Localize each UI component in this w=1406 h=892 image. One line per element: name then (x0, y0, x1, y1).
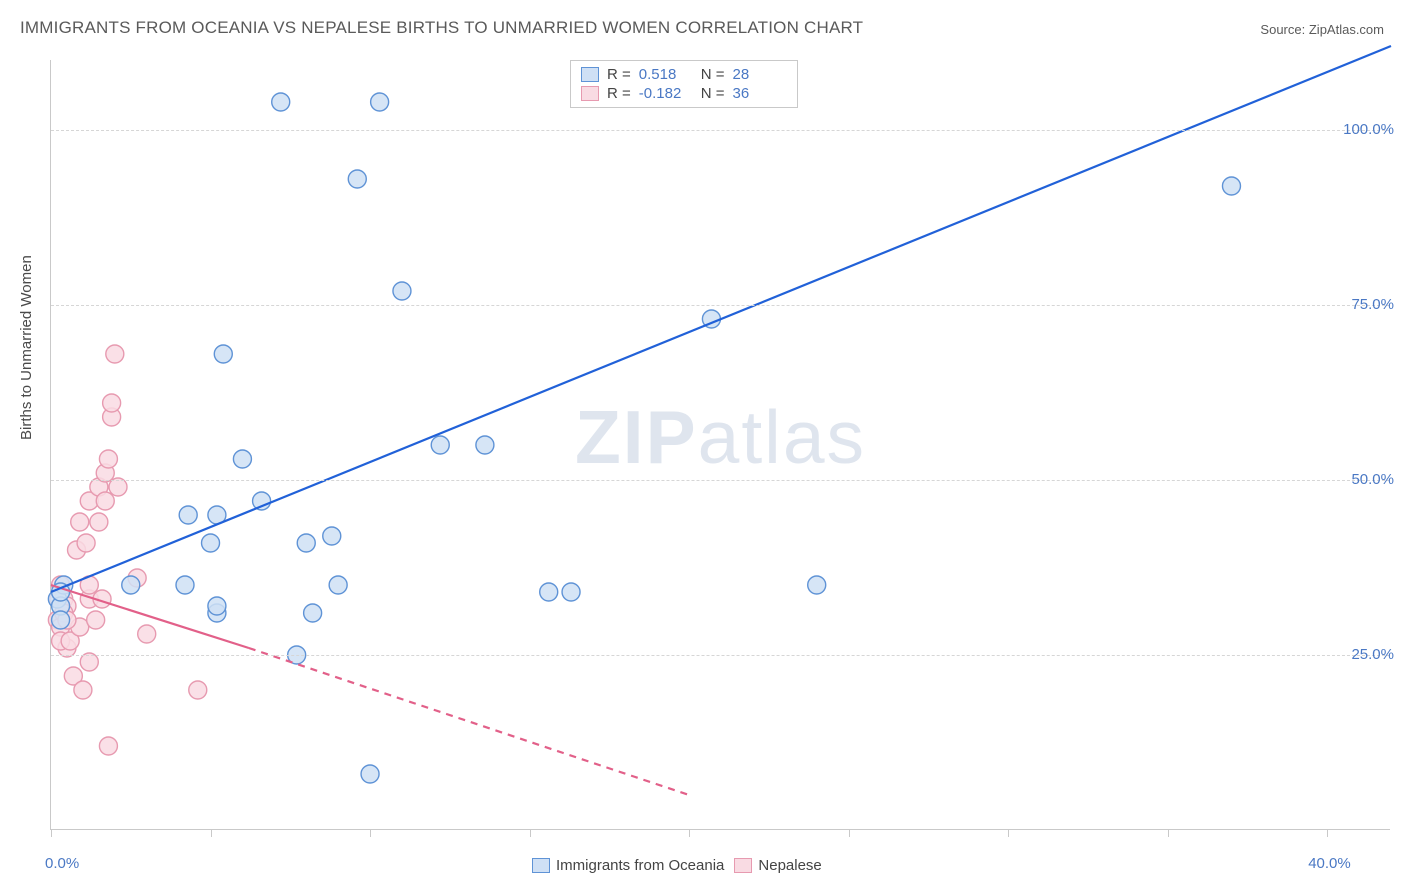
y-tick-label: 100.0% (1343, 121, 1394, 138)
data-point (202, 534, 220, 552)
data-point (99, 450, 117, 468)
data-point (348, 170, 366, 188)
correlation-legend: R = 0.518 N = 28 R = -0.182 N = 36 (570, 60, 798, 108)
y-tick-label: 25.0% (1351, 646, 1394, 663)
gridline-horizontal (51, 305, 1390, 306)
data-point (99, 737, 117, 755)
data-point (52, 611, 70, 629)
data-point (808, 576, 826, 594)
legend-label: Nepalese (758, 857, 821, 874)
legend-swatch-blue (581, 67, 599, 82)
legend-r-value: -0.182 (639, 85, 693, 102)
legend-r-value: 0.518 (639, 66, 693, 83)
series-legend: Immigrants from Oceania Nepalese (532, 857, 822, 874)
data-point (90, 513, 108, 531)
chart-plot-area: ZIPatlas (50, 60, 1390, 830)
source-attribution: Source: ZipAtlas.com (1260, 22, 1384, 37)
data-point (214, 345, 232, 363)
y-tick-label: 50.0% (1351, 471, 1394, 488)
data-point (393, 282, 411, 300)
data-point (138, 625, 156, 643)
legend-n-label: N = (701, 66, 725, 83)
trend-line (51, 46, 1391, 592)
chart-svg (51, 60, 1390, 829)
x-tick (1008, 829, 1009, 837)
legend-item: Immigrants from Oceania (532, 857, 724, 874)
source-label: Source: (1260, 22, 1305, 37)
x-tick (1327, 829, 1328, 837)
data-point (562, 583, 580, 601)
y-tick-label: 75.0% (1351, 296, 1394, 313)
y-axis-label: Births to Unmarried Women (18, 255, 35, 440)
data-point (476, 436, 494, 454)
data-point (74, 681, 92, 699)
gridline-horizontal (51, 130, 1390, 131)
data-point (189, 681, 207, 699)
legend-row: R = 0.518 N = 28 (579, 65, 789, 84)
legend-n-value: 36 (733, 85, 787, 102)
x-tick (849, 829, 850, 837)
data-point (323, 527, 341, 545)
data-point (71, 513, 89, 531)
x-tick (689, 829, 690, 837)
gridline-horizontal (51, 655, 1390, 656)
x-tick (1168, 829, 1169, 837)
legend-r-label: R = (607, 85, 631, 102)
x-tick (370, 829, 371, 837)
data-point (297, 534, 315, 552)
data-point (431, 436, 449, 454)
data-point (304, 604, 322, 622)
data-point (272, 93, 290, 111)
source-value: ZipAtlas.com (1309, 22, 1384, 37)
x-tick (530, 829, 531, 837)
legend-swatch-pink (581, 86, 599, 101)
x-tick (51, 829, 52, 837)
x-tick (211, 829, 212, 837)
data-point (122, 576, 140, 594)
data-point (96, 492, 114, 510)
legend-n-label: N = (701, 85, 725, 102)
legend-n-value: 28 (733, 66, 787, 83)
data-point (77, 534, 95, 552)
data-point (87, 611, 105, 629)
data-point (329, 576, 347, 594)
gridline-horizontal (51, 480, 1390, 481)
legend-swatch-pink (734, 858, 752, 873)
data-point (361, 765, 379, 783)
page-title: IMMIGRANTS FROM OCEANIA VS NEPALESE BIRT… (20, 18, 863, 38)
data-point (371, 93, 389, 111)
legend-item: Nepalese (734, 857, 821, 874)
legend-label: Immigrants from Oceania (556, 857, 724, 874)
x-tick-label: 40.0% (1308, 855, 1351, 872)
data-point (176, 576, 194, 594)
legend-swatch-blue (532, 858, 550, 873)
data-point (103, 394, 121, 412)
x-tick-label: 0.0% (45, 855, 79, 872)
data-point (179, 506, 197, 524)
data-point (233, 450, 251, 468)
data-point (1222, 177, 1240, 195)
trend-line (249, 648, 689, 795)
data-point (208, 597, 226, 615)
data-point (106, 345, 124, 363)
legend-row: R = -0.182 N = 36 (579, 84, 789, 103)
legend-r-label: R = (607, 66, 631, 83)
data-point (540, 583, 558, 601)
